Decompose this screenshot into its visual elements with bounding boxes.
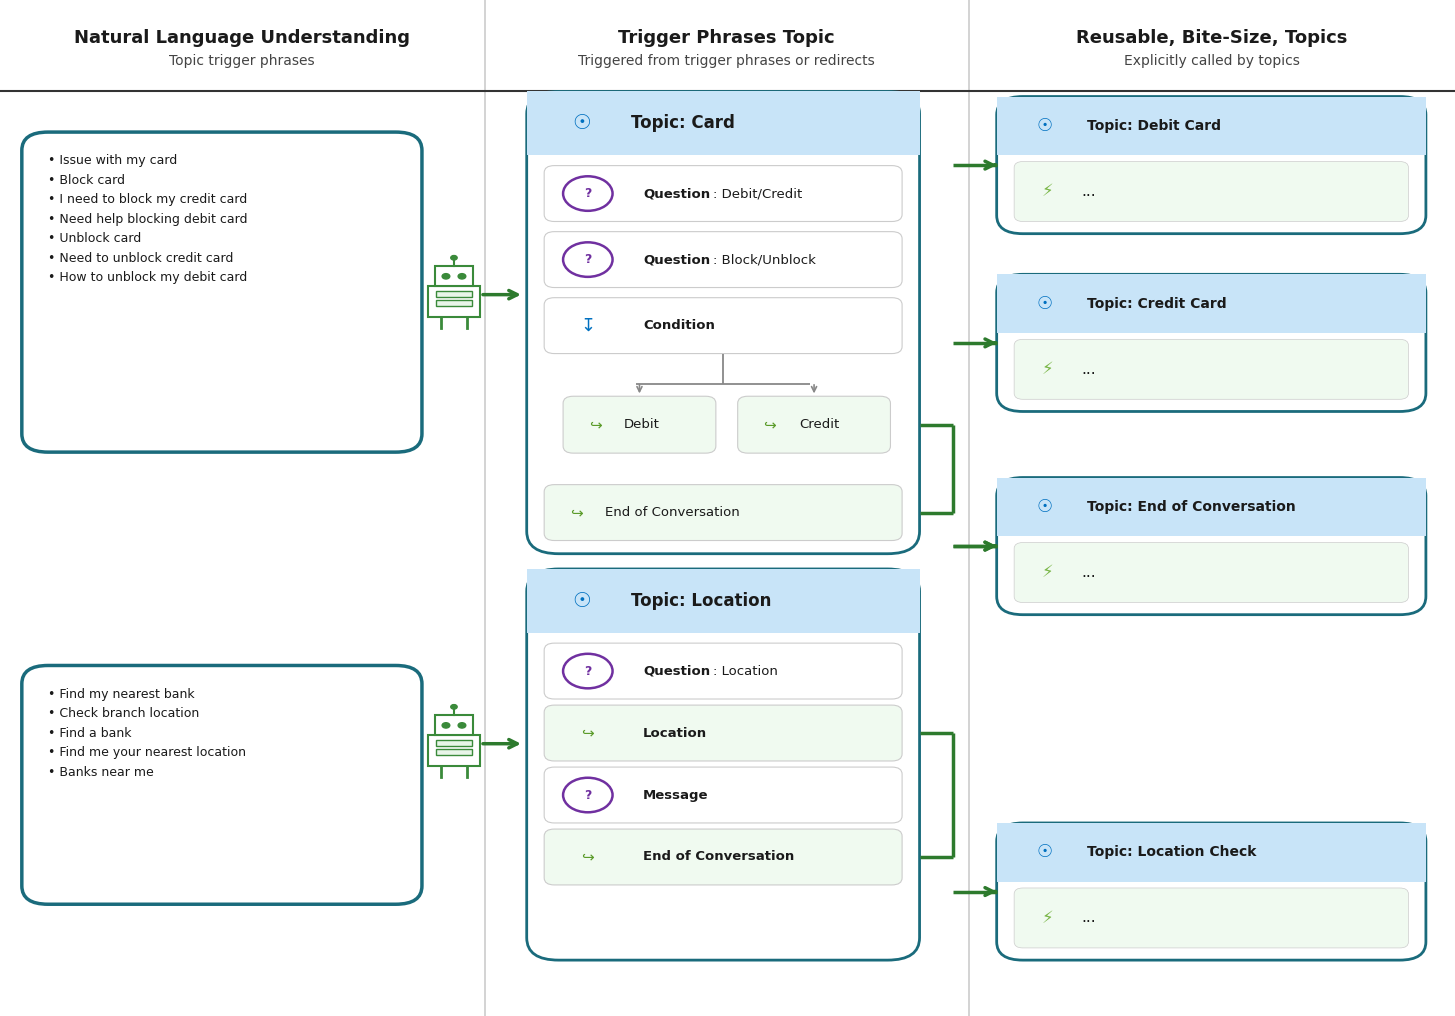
Text: • Find my nearest bank
• Check branch location
• Find a bank
• Find me your near: • Find my nearest bank • Check branch lo… (48, 688, 246, 779)
Text: ?: ? (583, 187, 592, 200)
FancyBboxPatch shape (527, 91, 920, 554)
FancyBboxPatch shape (544, 298, 902, 354)
Text: Topic: End of Conversation: Topic: End of Conversation (1087, 500, 1295, 514)
Circle shape (442, 722, 450, 728)
Bar (428, 735, 480, 766)
FancyBboxPatch shape (997, 97, 1426, 234)
Text: Credit: Credit (799, 419, 840, 431)
Text: ↪: ↪ (589, 418, 601, 432)
Text: ?: ? (583, 253, 592, 266)
FancyBboxPatch shape (544, 485, 902, 541)
FancyBboxPatch shape (563, 396, 716, 453)
Text: ...: ... (1081, 565, 1096, 580)
Bar (435, 714, 473, 735)
Text: Topic: Location: Topic: Location (631, 592, 771, 610)
Text: Natural Language Understanding: Natural Language Understanding (74, 28, 409, 47)
Text: ?: ? (583, 664, 592, 678)
Text: Trigger Phrases Topic: Trigger Phrases Topic (618, 28, 834, 47)
Text: ⚡: ⚡ (1042, 909, 1053, 927)
Text: ↪: ↪ (582, 849, 594, 865)
FancyBboxPatch shape (1014, 339, 1408, 399)
FancyBboxPatch shape (544, 767, 902, 823)
FancyBboxPatch shape (22, 132, 422, 452)
Bar (436, 740, 471, 746)
Text: Topic: Location Check: Topic: Location Check (1087, 845, 1256, 860)
Text: ⚡: ⚡ (1042, 183, 1053, 200)
Text: Triggered from trigger phrases or redirects: Triggered from trigger phrases or redire… (578, 54, 874, 68)
Text: Topic: Card: Topic: Card (631, 115, 735, 132)
Text: ☉: ☉ (1036, 117, 1053, 135)
Text: : Location: : Location (713, 664, 778, 678)
Text: ☉: ☉ (573, 114, 591, 133)
Text: ☉: ☉ (573, 591, 591, 611)
Bar (997, 97, 1426, 155)
Text: : Block/Unblock: : Block/Unblock (713, 253, 816, 266)
Text: ?: ? (583, 788, 592, 802)
Circle shape (458, 273, 466, 279)
Bar (997, 274, 1426, 333)
FancyBboxPatch shape (544, 829, 902, 885)
Text: ↪: ↪ (570, 505, 582, 520)
Text: ⚡: ⚡ (1042, 361, 1053, 378)
Text: Question: Question (643, 187, 710, 200)
Text: ...: ... (1081, 184, 1096, 199)
Bar (527, 91, 920, 155)
FancyBboxPatch shape (544, 166, 902, 221)
Text: ⚡: ⚡ (1042, 564, 1053, 581)
Text: Debit: Debit (624, 419, 661, 431)
Text: ☉: ☉ (1036, 295, 1053, 313)
Text: Topic: Credit Card: Topic: Credit Card (1087, 297, 1227, 311)
Bar (997, 823, 1426, 882)
Text: Reusable, Bite-Size, Topics: Reusable, Bite-Size, Topics (1077, 28, 1347, 47)
Text: Topic: Debit Card: Topic: Debit Card (1087, 119, 1221, 133)
Text: ...: ... (1081, 910, 1096, 926)
Text: Explicitly called by topics: Explicitly called by topics (1125, 54, 1299, 68)
Circle shape (563, 654, 613, 689)
Bar (436, 291, 471, 297)
FancyBboxPatch shape (1014, 888, 1408, 948)
Circle shape (451, 256, 457, 260)
Text: ↪: ↪ (764, 418, 776, 432)
Circle shape (563, 778, 613, 813)
Text: ↧: ↧ (581, 317, 595, 334)
Bar (527, 569, 920, 633)
Bar (436, 300, 471, 306)
FancyBboxPatch shape (544, 232, 902, 288)
Bar (435, 265, 473, 285)
FancyBboxPatch shape (544, 643, 902, 699)
Text: Condition: Condition (643, 319, 714, 332)
Circle shape (442, 273, 450, 279)
Text: Question: Question (643, 664, 710, 678)
FancyBboxPatch shape (1014, 162, 1408, 221)
Text: ☉: ☉ (1036, 498, 1053, 516)
Text: : Debit/Credit: : Debit/Credit (713, 187, 802, 200)
Text: End of Conversation: End of Conversation (643, 850, 794, 864)
Text: Location: Location (643, 726, 707, 740)
Bar (997, 478, 1426, 536)
Text: ↪: ↪ (582, 725, 594, 741)
FancyBboxPatch shape (997, 478, 1426, 615)
FancyBboxPatch shape (997, 274, 1426, 411)
Circle shape (563, 177, 613, 211)
FancyBboxPatch shape (527, 569, 920, 960)
Text: ...: ... (1081, 362, 1096, 377)
Circle shape (563, 243, 613, 277)
Text: • Issue with my card
• Block card
• I need to block my credit card
• Need help b: • Issue with my card • Block card • I ne… (48, 154, 247, 284)
Text: ☉: ☉ (1036, 843, 1053, 862)
FancyBboxPatch shape (738, 396, 890, 453)
Circle shape (451, 705, 457, 709)
Bar (436, 749, 471, 755)
FancyBboxPatch shape (1014, 543, 1408, 602)
FancyBboxPatch shape (22, 665, 422, 904)
Text: Message: Message (643, 788, 709, 802)
Bar (428, 285, 480, 317)
FancyBboxPatch shape (544, 705, 902, 761)
Circle shape (458, 722, 466, 728)
FancyBboxPatch shape (997, 823, 1426, 960)
Text: Question: Question (643, 253, 710, 266)
Text: Topic trigger phrases: Topic trigger phrases (169, 54, 314, 68)
Text: End of Conversation: End of Conversation (605, 506, 741, 519)
